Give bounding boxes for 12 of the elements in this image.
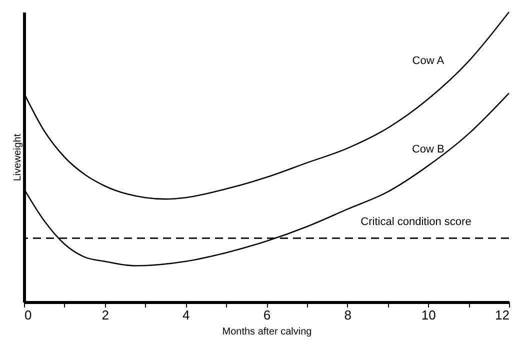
ref-line-label: Critical condition score bbox=[360, 216, 472, 228]
x-axis-title: Months after calving bbox=[222, 326, 312, 338]
x-tick-label: 8 bbox=[344, 308, 352, 322]
x-tick-label: 0 bbox=[24, 308, 32, 322]
x-tick-label: 10 bbox=[421, 308, 436, 322]
x-tick-label: 2 bbox=[102, 308, 109, 322]
x-tick-label: 4 bbox=[182, 308, 190, 322]
series-label: Cow B bbox=[412, 144, 444, 156]
y-axis-title: Liveweight bbox=[12, 134, 24, 182]
series-label: Cow A bbox=[412, 55, 445, 67]
x-tick-label: 6 bbox=[263, 308, 271, 322]
x-tick-label: 12 bbox=[495, 308, 510, 322]
